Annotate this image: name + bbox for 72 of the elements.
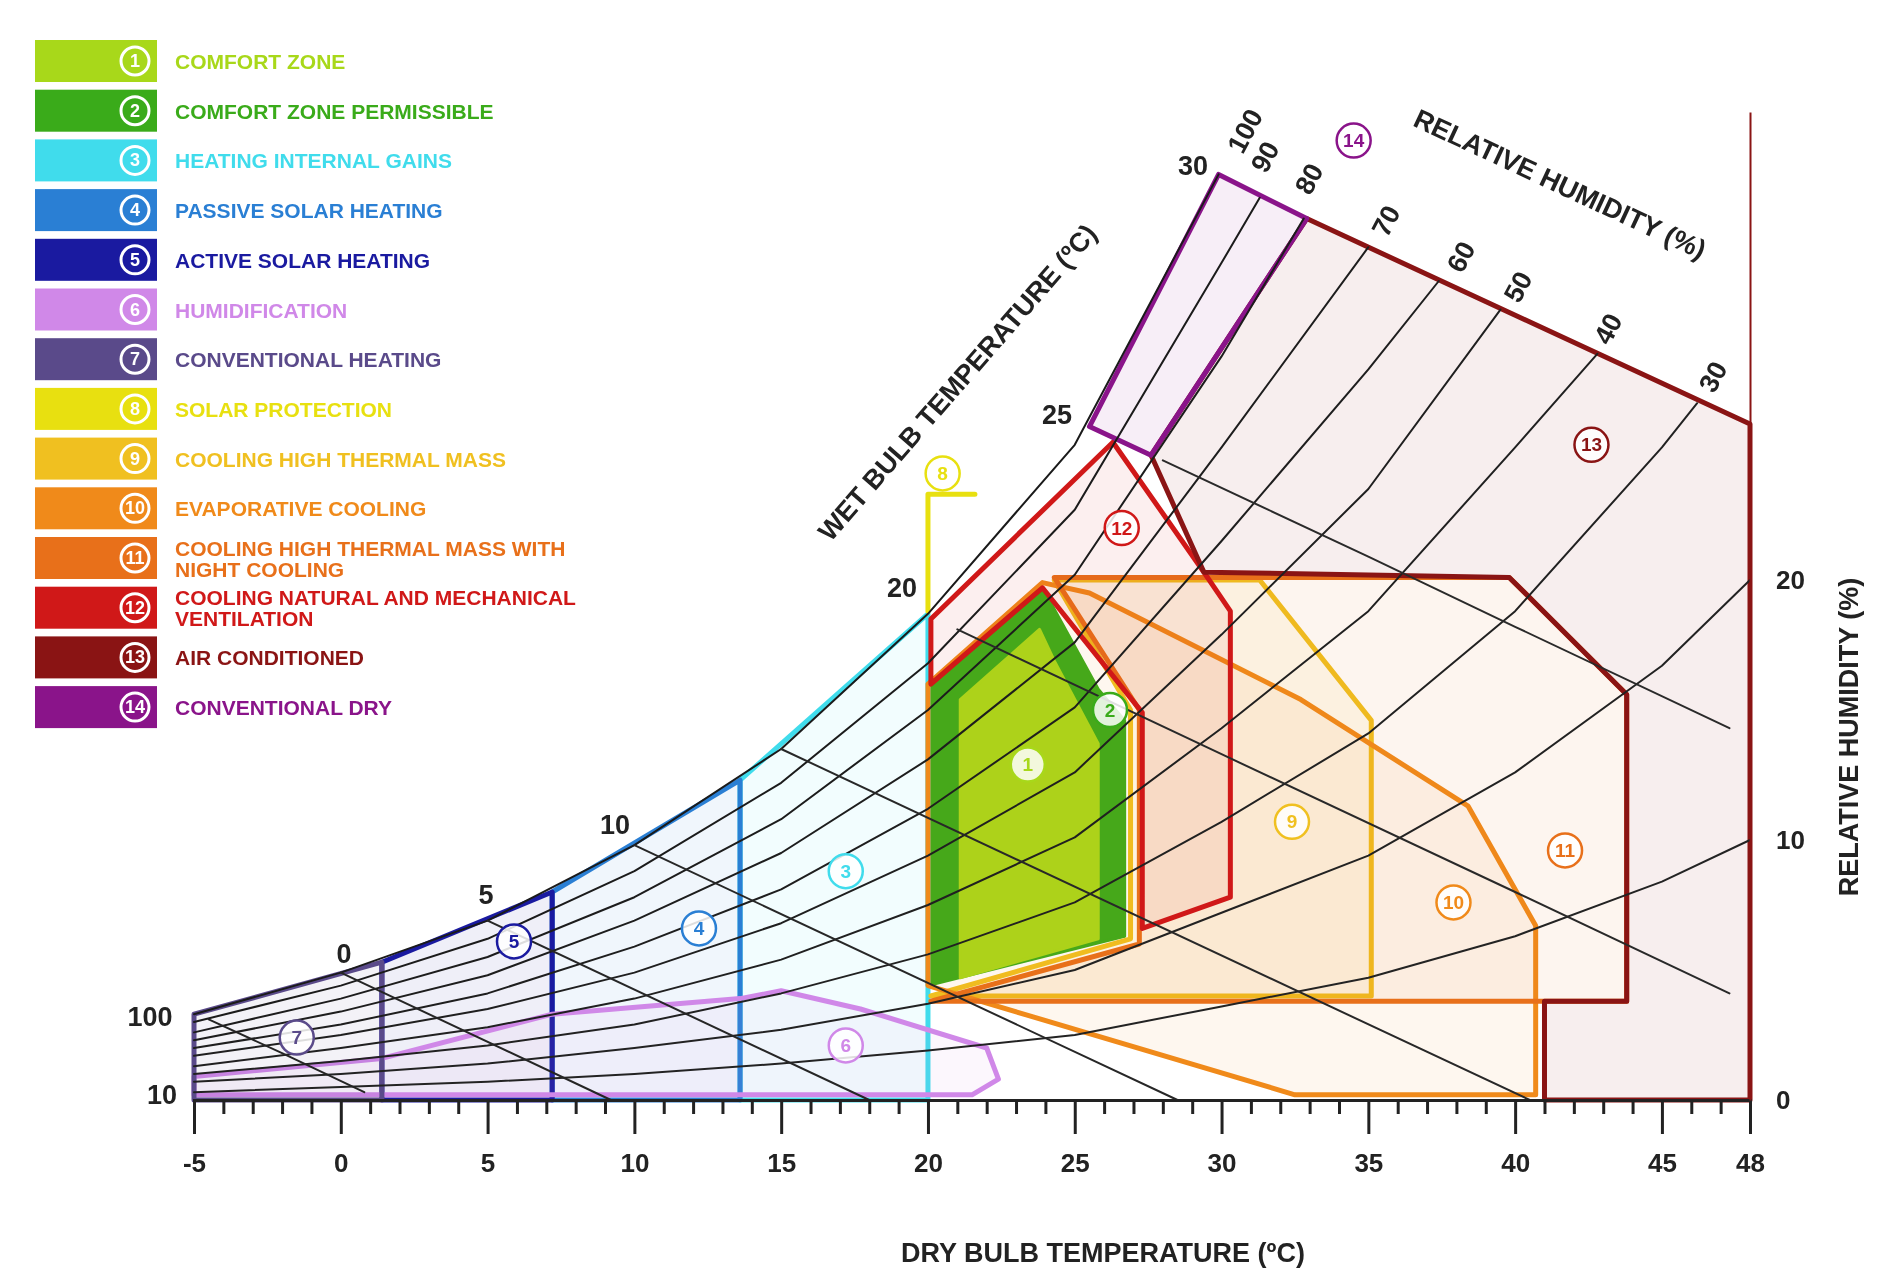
x-tick-label: 10 — [620, 1147, 650, 1178]
legend-label: AIR CONDITIONED — [175, 645, 364, 669]
legend-label: COOLING HIGH THERMAL MASS — [175, 447, 506, 471]
annotation: 8 — [937, 462, 948, 484]
legend-label: ACTIVE SOLAR HEATING — [175, 248, 431, 272]
text: 4 — [129, 200, 141, 221]
annotation: 0 — [336, 939, 352, 970]
legend-label: COMFORT ZONE — [175, 49, 346, 73]
text: 11 — [125, 548, 145, 568]
annotation: 60 — [1441, 236, 1482, 278]
x-tick-label: 5 — [480, 1147, 496, 1178]
x-tick-label: -5 — [182, 1147, 207, 1178]
text: 12 — [124, 597, 146, 618]
text: 14 — [124, 697, 146, 718]
text: 9 — [129, 448, 141, 469]
annotation: 10 — [1442, 891, 1465, 913]
annotation: 4 — [693, 917, 705, 939]
x-tick-label: 20 — [914, 1147, 943, 1178]
x-tick-label: 30 — [1207, 1147, 1237, 1178]
legend-label: COOLING HIGH THERMAL MASS WITH NIGHT COOLING — [175, 536, 566, 580]
text: 1 — [129, 51, 141, 71]
x-tick-label: 25 — [1060, 1147, 1090, 1178]
x-tick-label: 35 — [1354, 1147, 1384, 1178]
annotation: 40 — [1588, 308, 1629, 350]
x-tick-label: 48 — [1736, 1147, 1765, 1178]
annotation: 30 — [1177, 151, 1209, 182]
annotation: 80 — [1289, 158, 1330, 200]
x-tick-label: 40 — [1501, 1147, 1531, 1178]
legend-label: HEATING INTERNAL GAINS — [175, 148, 452, 172]
text: 5 — [129, 249, 141, 270]
annotation: 14 — [1343, 130, 1365, 152]
annotation: 2 — [1104, 699, 1116, 721]
legend-label: HUMIDIFICATION — [175, 298, 348, 321]
annotation: 6 — [840, 1034, 852, 1056]
text: 3 — [129, 150, 141, 171]
annotation: 20 — [886, 573, 918, 604]
y-tick-label: 10 — [1776, 824, 1805, 855]
text: 10 — [124, 498, 146, 519]
annotation: 13 — [1580, 434, 1603, 456]
annotation: 50 — [1498, 266, 1539, 308]
annotation: 11 — [1554, 839, 1576, 861]
x-tick-label: 45 — [1647, 1147, 1677, 1178]
annotation: 3 — [840, 860, 852, 882]
legend-label: PASSIVE SOLAR HEATING — [175, 198, 443, 222]
annotation: 5 — [508, 930, 520, 952]
x-axis-title: DRY BULB TEMPERATURE (ºC) — [901, 1238, 1305, 1268]
annotation: 10 — [599, 810, 631, 841]
text: 100 — [127, 1002, 173, 1033]
legend-label: CONVENTIONAL HEATING — [175, 347, 442, 371]
text: 2 — [129, 100, 141, 121]
legend-label: COOLING NATURAL AND MECHANICAL VENTILATION — [175, 585, 577, 630]
x-tick-label: 0 — [334, 1147, 349, 1178]
legend-label: CONVENTIONAL DRY — [175, 695, 393, 719]
annotation: 9 — [1286, 811, 1298, 833]
y-tick-label: 0 — [1776, 1084, 1791, 1115]
text: 8 — [129, 398, 141, 419]
text: 7 — [129, 349, 141, 370]
annotation: 1 — [1022, 754, 1034, 776]
y-axis-title: RELATIVE HUMIDITY (%) — [1834, 577, 1864, 897]
legend-label: SOLAR PROTECTION — [175, 397, 393, 421]
text: 6 — [129, 299, 141, 320]
annotation: 30 — [1693, 356, 1734, 398]
legend-label: EVAPORATIVE COOLING — [175, 496, 427, 520]
x-tick-label: 15 — [767, 1147, 797, 1178]
text: 13 — [124, 647, 146, 668]
annotation: 5 — [478, 880, 494, 911]
text: 10 — [146, 1080, 178, 1111]
y-tick-label: 20 — [1776, 564, 1805, 595]
annotation: 12 — [1111, 517, 1133, 539]
legend-label: COMFORT ZONE PERMISSIBLE — [175, 99, 494, 123]
annotation: 7 — [291, 1027, 303, 1049]
annotation: 70 — [1366, 200, 1407, 242]
